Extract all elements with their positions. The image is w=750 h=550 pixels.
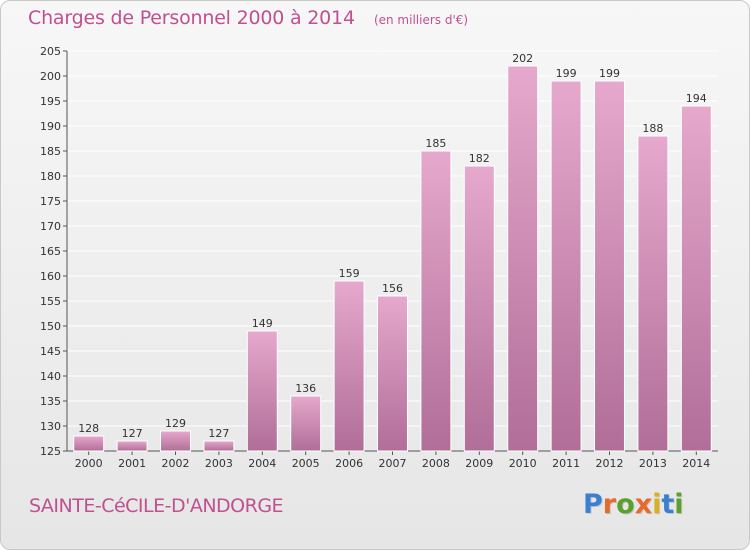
commune-name: SAINTE-CéCILE-D'ANDORGE <box>29 495 284 517</box>
data-label-2008: 185 <box>425 137 446 150</box>
bar-2009[interactable] <box>463 165 495 452</box>
data-label-2007: 156 <box>382 282 403 295</box>
bar-2003[interactable] <box>203 440 235 452</box>
logo-letter: P <box>583 489 603 520</box>
x-tick-label-2014: 2014 <box>682 457 710 470</box>
y-tick-label: 130 <box>40 420 61 433</box>
bar-2014[interactable] <box>680 105 712 452</box>
data-label-2011: 199 <box>556 67 577 80</box>
bars <box>73 65 712 452</box>
chart-subtitle: (en milliers d'€) <box>373 13 469 27</box>
logo-letter: t <box>661 489 675 520</box>
bar-2010[interactable] <box>507 65 539 452</box>
data-label-2006: 159 <box>339 267 360 280</box>
data-label-2013: 188 <box>642 122 663 135</box>
y-tick-label: 135 <box>40 395 61 408</box>
y-tick-label: 160 <box>40 270 61 283</box>
y-tick-label: 155 <box>40 295 61 308</box>
data-label-2014: 194 <box>686 92 707 105</box>
y-tick-label: 125 <box>40 445 61 458</box>
y-tick-label: 175 <box>40 195 61 208</box>
bar-2008[interactable] <box>420 150 452 452</box>
data-label-2010: 202 <box>512 52 533 65</box>
labels: 125 130 135 140 145 150 155 160 165 170 175 180 185 1… <box>40 45 710 470</box>
title-row: Charges de Personnel 2000 à 2014 (en mil… <box>28 7 468 29</box>
x-tick-label-2010: 2010 <box>509 457 537 470</box>
y-tick-label: 150 <box>40 320 61 333</box>
y-tick-label: 170 <box>40 220 61 233</box>
bar-2007[interactable] <box>377 295 408 452</box>
bar-2013[interactable] <box>637 135 669 452</box>
data-label-2005: 136 <box>295 382 316 395</box>
x-tick-label-2004: 2004 <box>248 457 276 470</box>
y-tick-label: 205 <box>40 45 61 58</box>
proxiti-logo[interactable]: Proxiti <box>583 489 684 520</box>
y-tick-label: 200 <box>40 70 61 83</box>
x-tick-label-2009: 2009 <box>465 457 493 470</box>
bar-2004[interactable] <box>246 330 278 452</box>
x-tick-label-2012: 2012 <box>596 457 624 470</box>
chart-title: Charges de Personnel 2000 à 2014 <box>28 7 355 29</box>
x-tick-label-2000: 2000 <box>75 457 103 470</box>
bar-2012[interactable] <box>594 80 625 452</box>
x-tick-label-2001: 2001 <box>118 457 146 470</box>
bar-2001[interactable] <box>116 440 148 452</box>
bar-2006[interactable] <box>333 280 365 452</box>
x-tick-label-2002: 2002 <box>162 457 190 470</box>
y-tick-label: 185 <box>40 145 61 158</box>
logo-letter: i <box>652 489 662 520</box>
x-tick-label-2005: 2005 <box>292 457 320 470</box>
x-tick-label-2006: 2006 <box>335 457 363 470</box>
data-label-2009: 182 <box>469 152 490 165</box>
x-tick-label-2003: 2003 <box>205 457 233 470</box>
data-label-2001: 127 <box>122 427 143 440</box>
bar-2002[interactable] <box>160 430 191 452</box>
data-label-2003: 127 <box>208 427 229 440</box>
data-label-2012: 199 <box>599 67 620 80</box>
y-tick-label: 180 <box>40 170 61 183</box>
y-tick-label: 140 <box>40 370 61 383</box>
x-tick-label-2011: 2011 <box>552 457 580 470</box>
logo-letter: o <box>616 489 635 520</box>
y-tick-label: 165 <box>40 245 61 258</box>
bar-2000[interactable] <box>73 435 105 452</box>
y-tick-label: 190 <box>40 120 61 133</box>
data-label-2002: 129 <box>165 417 186 430</box>
bar-2011[interactable] <box>550 80 582 452</box>
bar-2005[interactable] <box>290 395 322 452</box>
x-tick-label-2008: 2008 <box>422 457 450 470</box>
y-tick-label: 195 <box>40 95 61 108</box>
x-tick-label-2013: 2013 <box>639 457 667 470</box>
logo-letter: r <box>602 489 617 520</box>
logo-letter: i <box>674 489 684 520</box>
x-tick-label-2007: 2007 <box>379 457 407 470</box>
logo-letter: x <box>634 489 653 520</box>
data-label-2004: 149 <box>252 317 273 330</box>
y-tick-label: 145 <box>40 345 61 358</box>
data-label-2000: 128 <box>78 422 99 435</box>
